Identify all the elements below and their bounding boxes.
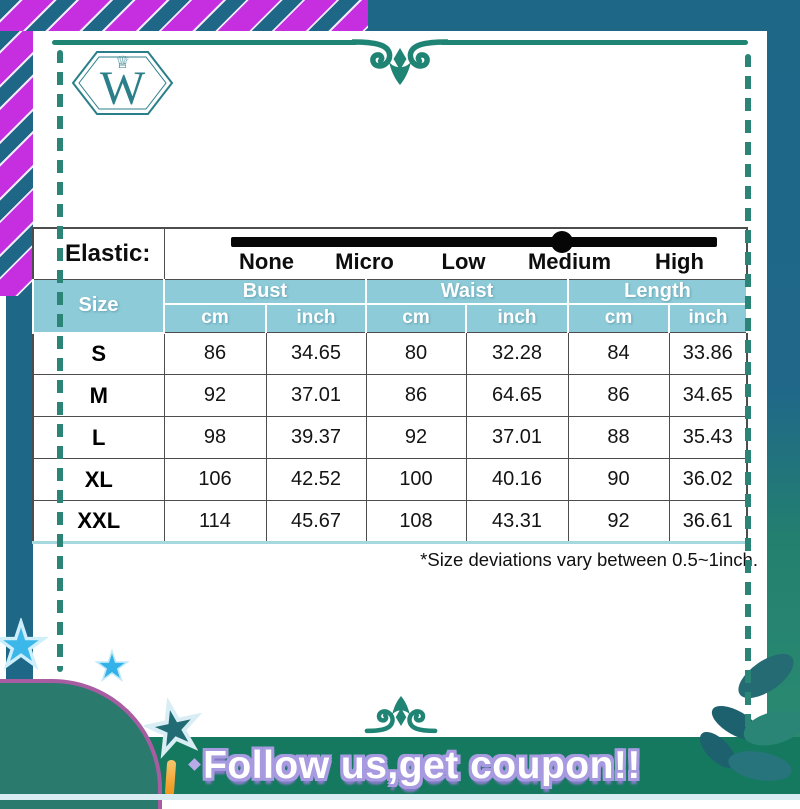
elastic-slider-track [230, 237, 717, 247]
elastic-level-medium: Medium [527, 249, 612, 274]
value-cell: 34.65 [265, 332, 367, 375]
value-cell: 86 [567, 374, 670, 417]
value-cell: 92 [567, 500, 670, 543]
length-group-header: Length [567, 278, 748, 305]
unit-header: cm [567, 302, 670, 333]
star-icon [144, 698, 203, 759]
elastic-label: Elastic: [32, 227, 165, 280]
unit-header: cm [365, 302, 467, 333]
value-cell: 92 [163, 374, 267, 417]
size-cell: XXL [32, 500, 165, 543]
size-column-header: Size [32, 278, 165, 334]
elastic-level-none: None [239, 249, 294, 274]
star-icon [94, 648, 130, 683]
top-rule-left [52, 40, 358, 45]
size-cell: M [32, 374, 165, 417]
right-border-column [767, 31, 800, 738]
value-cell: 90 [567, 458, 670, 501]
star-icon [0, 618, 49, 670]
elastic-level-micro: Micro [335, 249, 394, 274]
banner-text: Follow us,get coupon!! [203, 744, 641, 787]
value-cell: 108 [365, 500, 467, 543]
value-cell: 80 [365, 332, 467, 375]
table-row-xxl: XXL 114 45.67 108 43.31 92 36.61 [32, 500, 748, 543]
value-cell: 36.02 [668, 458, 748, 501]
left-border-column [6, 296, 33, 686]
size-cell: L [32, 416, 165, 459]
size-cell: XL [32, 458, 165, 501]
value-cell: 32.28 [465, 332, 569, 375]
value-cell: 84 [567, 332, 670, 375]
value-cell: 37.01 [265, 374, 367, 417]
value-cell: 106 [163, 458, 267, 501]
size-chart-table: Elastic: None Micro Low Medium High Size… [32, 227, 748, 544]
table-row-l: L 98 39.37 92 37.01 88 35.43 [32, 416, 748, 459]
unit-header: cm [163, 302, 267, 333]
right-dashed-line [745, 54, 751, 734]
value-cell: 33.86 [668, 332, 748, 375]
left-dashed-line [57, 50, 63, 672]
value-cell: 45.67 [265, 500, 367, 543]
scroll-ornament-icon [364, 695, 438, 734]
value-cell: 34.65 [668, 374, 748, 417]
table-group-header-row: Size Bust Waist Length [32, 278, 748, 334]
value-cell: 64.65 [465, 374, 569, 417]
value-cell: 86 [365, 374, 467, 417]
size-deviation-footnote: *Size deviations vary between 0.5~1inch. [420, 549, 758, 570]
value-cell: 86 [163, 332, 267, 375]
unit-header: inch [265, 302, 367, 333]
crown-icon: ♕ [115, 53, 130, 73]
left-diagonal-stripes [0, 31, 33, 296]
elastic-level-high: High [655, 249, 704, 274]
value-cell: 42.52 [265, 458, 367, 501]
value-cell: 39.37 [265, 416, 367, 459]
size-cell: S [32, 332, 165, 375]
leaf-decor [699, 653, 800, 781]
waist-group-header: Waist [365, 278, 569, 305]
bottom-edge-strip [0, 794, 800, 800]
value-cell: 40.16 [465, 458, 569, 501]
value-cell: 92 [365, 416, 467, 459]
value-cell: 114 [163, 500, 267, 543]
brand-monogram-logo: ♕ W [71, 51, 174, 115]
table-row-m: M 92 37.01 86 64.65 86 34.65 [32, 374, 748, 417]
value-cell: 43.31 [465, 500, 569, 543]
table-unit-header-row: cm inch cm inch cm inch [33, 302, 748, 333]
bust-group-header: Bust [163, 278, 367, 305]
unit-header: inch [668, 302, 748, 333]
value-cell: 37.01 [465, 416, 569, 459]
value-cell: 98 [163, 416, 267, 459]
elastic-scale-cell: None Micro Low Medium High [163, 227, 748, 280]
elastic-row: Elastic: None Micro Low Medium High [32, 227, 748, 280]
table-row-xl: XL 106 42.52 100 40.16 90 36.02 [32, 458, 748, 501]
elastic-slider-thumb-medium [550, 231, 573, 253]
top-rule-right [440, 40, 748, 45]
monogram-letter: W [100, 62, 146, 115]
value-cell: 100 [365, 458, 467, 501]
scroll-ornament-icon [352, 39, 448, 85]
unit-header: inch [465, 302, 569, 333]
elastic-level-low: Low [441, 249, 486, 274]
top-diagonal-stripes [0, 0, 368, 31]
table-row-s: S 86 34.65 80 32.28 84 33.86 [32, 332, 748, 375]
value-cell: 88 [567, 416, 670, 459]
value-cell: 36.61 [668, 500, 748, 543]
value-cell: 35.43 [668, 416, 748, 459]
